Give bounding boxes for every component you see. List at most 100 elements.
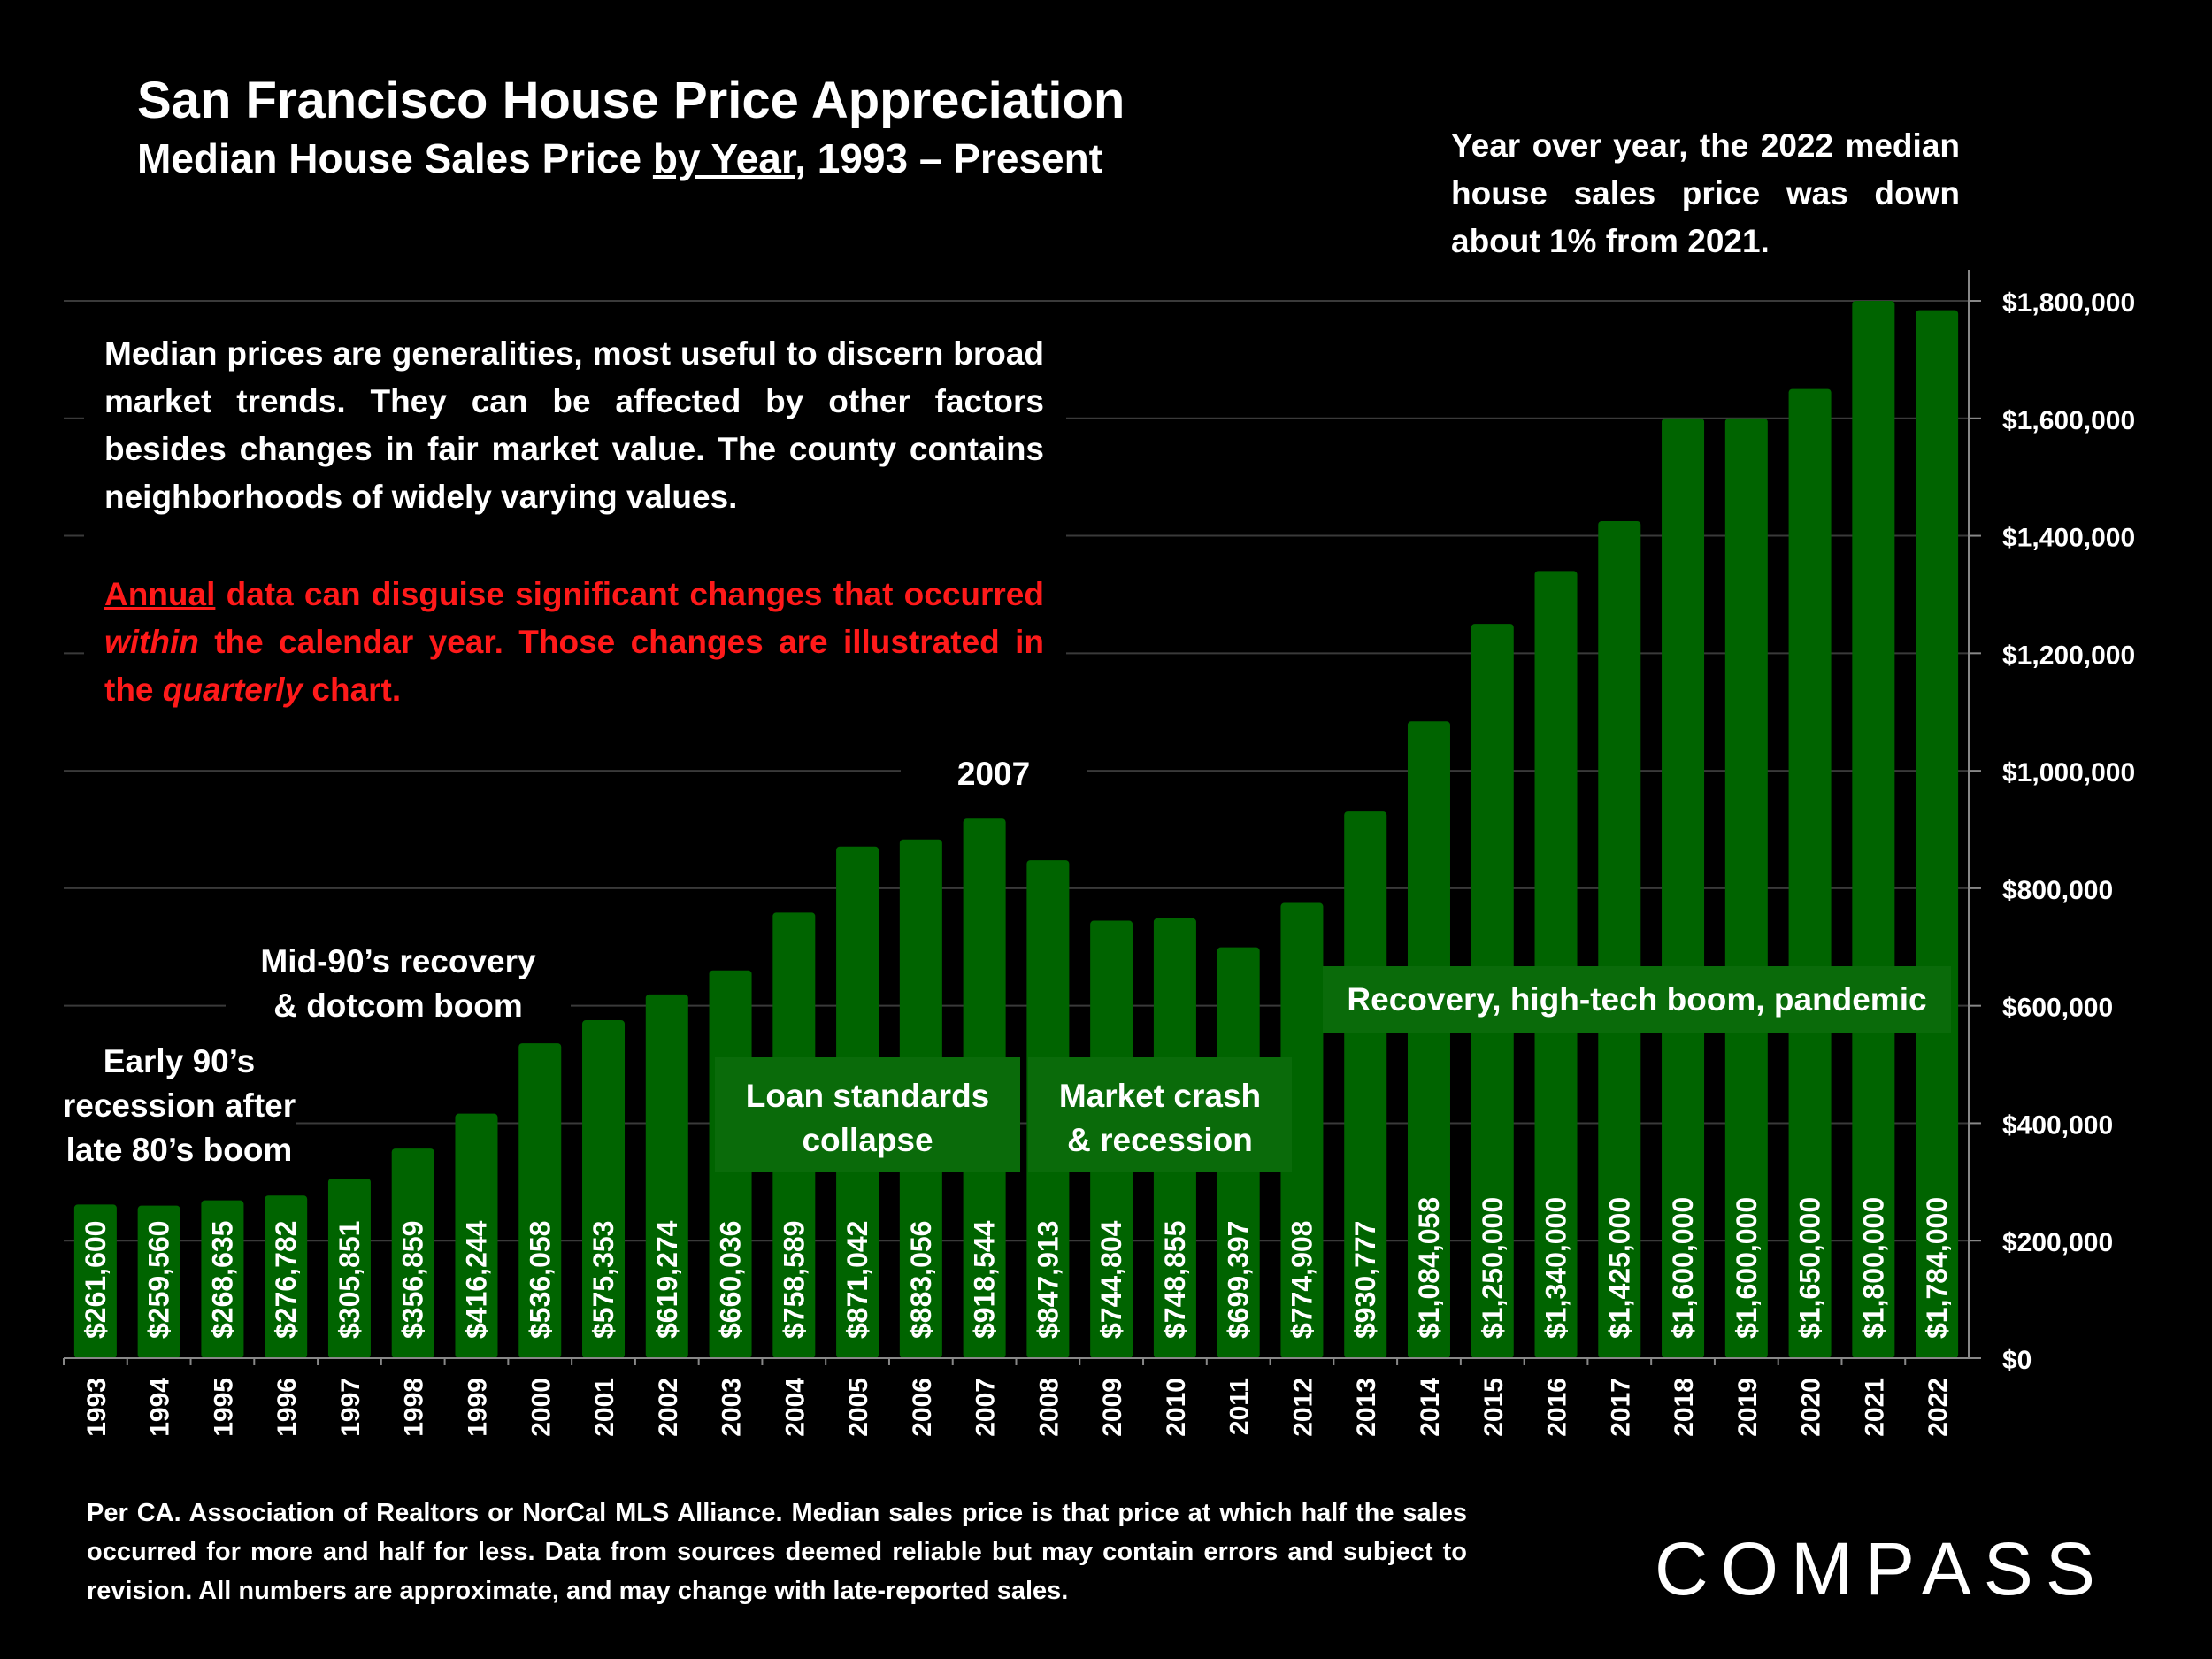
- bar-value-label: $1,084,058: [1413, 1197, 1445, 1339]
- x-tick-label: 2012: [1288, 1378, 1317, 1437]
- annotation-loan-line2: collapse: [802, 1122, 933, 1158]
- annotation-early-90s-line3: late 80’s boom: [65, 1132, 293, 1168]
- y-tick-label: $1,400,000: [2002, 524, 2135, 553]
- x-tick-label: 2015: [1479, 1378, 1509, 1437]
- y-tick-label: $800,000: [2002, 876, 2113, 905]
- bar-value-label: $416,244: [460, 1220, 492, 1339]
- bar-value-label: $1,650,000: [1794, 1197, 1826, 1339]
- x-tick-label: 1994: [146, 1378, 175, 1437]
- bar-2016: [1534, 571, 1578, 1358]
- bar-2014: [1407, 721, 1450, 1358]
- bar-value-label: $261,600: [80, 1221, 111, 1339]
- info-annual-word: Annual: [104, 576, 216, 612]
- bar-value-label: $847,913: [1032, 1221, 1064, 1339]
- x-tick-label: 2007: [972, 1378, 1001, 1437]
- bar-1993: [73, 1204, 117, 1358]
- x-tick-label: 2018: [1670, 1378, 1699, 1437]
- subtitle-text-pre: Median House Sales Price: [137, 135, 653, 181]
- annotation-loan-standards: Loan standards collapse: [715, 1057, 1020, 1172]
- bar-value-label: $930,777: [1349, 1221, 1381, 1339]
- bar-value-label: $758,589: [778, 1221, 810, 1339]
- bar-2018: [1662, 418, 1705, 1358]
- x-tick-label: 2011: [1225, 1378, 1255, 1435]
- bar-value-label: $699,397: [1223, 1221, 1255, 1339]
- bar-value-label: $871,042: [841, 1221, 873, 1339]
- bar-2002: [645, 994, 688, 1358]
- x-tick-label: 2016: [1543, 1378, 1572, 1437]
- y-tick-label: $1,800,000: [2002, 288, 2135, 318]
- x-tick-label: 2003: [718, 1378, 747, 1437]
- x-tick-label: 2020: [1797, 1378, 1826, 1437]
- bar-2001: [582, 1020, 626, 1358]
- x-tick-label: 1998: [400, 1378, 429, 1437]
- info-text-a: data can disguise significant changes th…: [215, 576, 1044, 612]
- subtitle-text-post: , 1993 – Present: [795, 135, 1103, 181]
- bar-value-label: $305,851: [334, 1221, 365, 1339]
- bar-value-label: $1,425,000: [1603, 1197, 1635, 1339]
- y-tick-label: $200,000: [2002, 1228, 2113, 1257]
- info-text-c: chart.: [303, 672, 402, 708]
- bar-value-label: $259,560: [143, 1221, 175, 1339]
- bar-value-label: $575,353: [588, 1221, 619, 1339]
- bar-value-label: $356,859: [397, 1221, 429, 1339]
- bar-1995: [201, 1200, 244, 1358]
- x-tick-label: 2005: [844, 1378, 873, 1437]
- bar-value-label: $1,250,000: [1477, 1197, 1509, 1339]
- annotation-2007: 2007: [901, 752, 1087, 796]
- bar-2021: [1852, 301, 1895, 1358]
- bar-2012: [1280, 902, 1324, 1358]
- annotation-early-90s-line2: recession after: [62, 1087, 296, 1124]
- bar-value-label: $1,340,000: [1540, 1197, 1572, 1339]
- footnote: Per CA. Association of Realtors or NorCa…: [87, 1499, 1467, 1605]
- bar-1999: [455, 1113, 498, 1358]
- x-tick-label: 2008: [1034, 1378, 1064, 1437]
- bar-value-label: $619,274: [651, 1220, 683, 1339]
- info-paragraph-general: Median prices are generalities, most use…: [104, 335, 1044, 515]
- annotation-crash-line2: & recession: [1067, 1122, 1253, 1158]
- bar-2019: [1724, 418, 1768, 1358]
- x-tick-label: 2004: [780, 1378, 810, 1437]
- bar-2017: [1598, 520, 1641, 1358]
- x-tick-label: 2002: [654, 1378, 683, 1437]
- annotation-recovery: Recovery, high-tech boom, pandemic: [1323, 966, 1951, 1033]
- bar-value-label: $774,908: [1286, 1221, 1317, 1339]
- x-tick-label: 1996: [273, 1378, 302, 1437]
- bar-value-label: $268,635: [206, 1221, 238, 1339]
- annotation-market-crash: Market crash & recession: [1028, 1057, 1292, 1172]
- x-tick-label: 2001: [590, 1378, 619, 1437]
- y-tick-label: $1,000,000: [2002, 758, 2135, 787]
- bar-value-label: $1,600,000: [1731, 1197, 1763, 1339]
- y-tick-label: $1,200,000: [2002, 641, 2135, 670]
- bar-1994: [137, 1205, 180, 1358]
- x-tick-label: 2014: [1416, 1378, 1445, 1437]
- y-tick-label: $400,000: [2002, 1110, 2113, 1140]
- bar-value-label: $1,784,000: [1921, 1197, 1953, 1339]
- bar-1998: [391, 1148, 434, 1358]
- annotation-mid-90s: Mid-90’s recovery & dotcom boom: [226, 940, 571, 1028]
- annotation-early-90s: Early 90’s recession after late 80’s boo…: [62, 1040, 296, 1172]
- bar-value-label: $660,036: [715, 1221, 747, 1339]
- info-italic-quarterly: quarterly: [162, 672, 303, 708]
- bar-value-label: $536,058: [524, 1221, 556, 1339]
- bar-value-label: $276,782: [270, 1221, 302, 1339]
- subtitle-text-underlined: by Year: [652, 135, 795, 181]
- chart-subtitle: Median House Sales Price by Year, 1993 –…: [137, 134, 1102, 182]
- compass-logo: COMPASS: [1655, 1527, 2108, 1610]
- x-tick-label: 2019: [1733, 1378, 1763, 1437]
- info-box: Median prices are generalities, most use…: [84, 314, 1066, 721]
- yoy-note: Year over year, the 2022 median house sa…: [1451, 127, 1960, 259]
- y-tick-label: $600,000: [2002, 994, 2113, 1023]
- annotation-loan-line1: Loan standards: [745, 1078, 990, 1114]
- bar-2013: [1344, 811, 1387, 1358]
- bar-value-label: $1,600,000: [1667, 1197, 1699, 1339]
- x-tick-label: 1995: [209, 1378, 238, 1437]
- bar-2000: [518, 1043, 562, 1358]
- annotation-early-90s-line1: Early 90’s: [103, 1043, 256, 1079]
- info-text-b: the calendar year. Those changes are ill…: [104, 624, 1044, 708]
- bar-1996: [265, 1195, 308, 1358]
- x-tick-label: 2021: [1860, 1378, 1889, 1437]
- bar-2022: [1916, 310, 1959, 1359]
- bar-1997: [327, 1178, 371, 1358]
- x-tick-label: 2000: [526, 1378, 556, 1437]
- y-tick-label: $1,600,000: [2002, 406, 2135, 435]
